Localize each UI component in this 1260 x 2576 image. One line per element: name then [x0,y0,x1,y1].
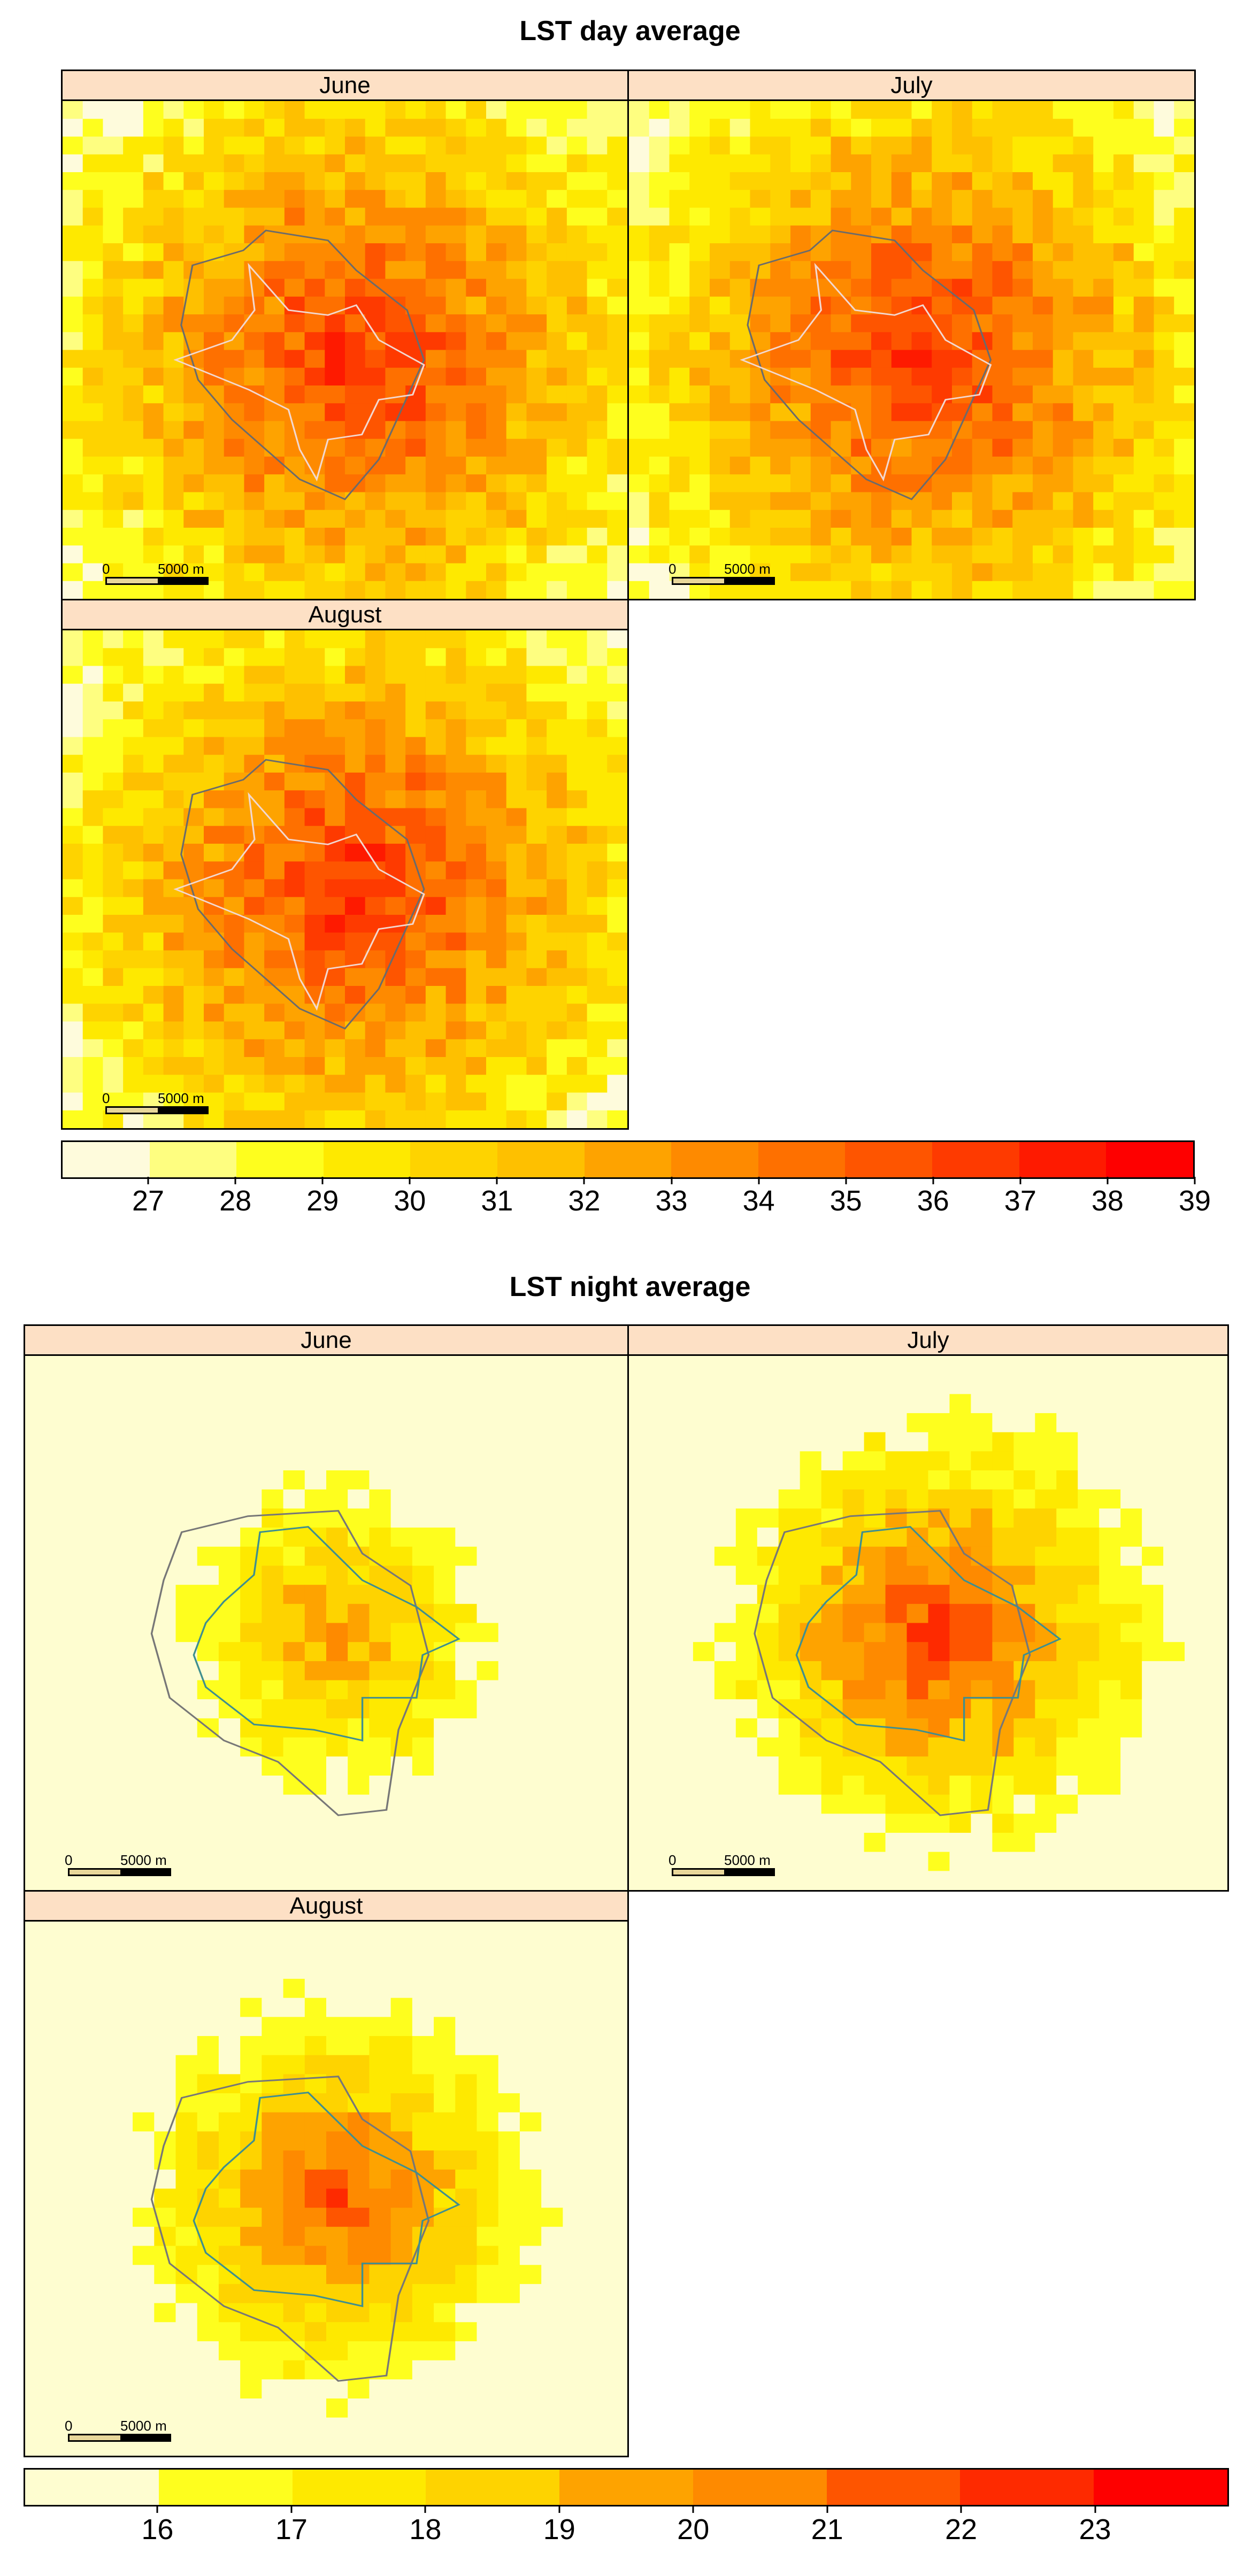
scale-zero: 0 [102,561,110,577]
scale-distance: 5000 m [158,1090,204,1106]
day-map-august [63,630,627,1128]
legend-tick-label: 23 [1079,2513,1111,2546]
scale-zero: 0 [669,1852,677,1868]
night-map-august [25,1922,627,2456]
night-title: LST night average [509,1271,751,1302]
scale-distance: 5000 m [120,1852,167,1868]
night-color-legend [24,2468,1229,2506]
legend-swatch [758,1142,846,1177]
scale-zero: 0 [65,1852,73,1868]
legend-swatch [410,1142,498,1177]
legend-tick-label: 27 [132,1185,165,1217]
legend-tick-label: 28 [219,1185,252,1217]
scale-zero: 0 [669,561,677,577]
day-panel-june: June 0 5000 m [61,70,629,600]
legend-swatch [584,1142,672,1177]
legend-tick-label: 21 [811,2513,843,2546]
legend-swatch [693,2470,827,2505]
legend-swatch [960,2470,1094,2505]
legend-swatch [1019,1142,1107,1177]
legend-tick-label: 35 [829,1185,862,1217]
legend-tick-label: 36 [917,1185,949,1217]
scale-distance: 5000 m [158,561,204,577]
legend-tick-label: 38 [1091,1185,1124,1217]
legend-swatch [158,2470,293,2505]
scale-distance: 5000 m [724,561,771,577]
day-color-legend [61,1140,1195,1179]
day-panel-july: July 0 5000 m [627,70,1196,600]
scale-bar: 0 5000 m [65,1852,171,1876]
legend-swatch [845,1142,933,1177]
legend-swatch [497,1142,585,1177]
day-panel-august: August 0 5000 m [61,599,629,1130]
scale-bar: 0 5000 m [669,561,775,585]
scale-bar: 0 5000 m [65,2418,171,2442]
legend-tick-label: 16 [141,2513,174,2546]
legend-tick-label: 18 [409,2513,442,2546]
scale-zero: 0 [65,2418,73,2434]
legend-tick-label: 32 [568,1185,601,1217]
legend-tick-label: 20 [677,2513,710,2546]
legend-tick-label: 29 [306,1185,339,1217]
night-panel-july: July 0 5000 m [627,1324,1229,1892]
day-title: LST day average [519,16,741,47]
legend-swatch [323,1142,411,1177]
panel-strip: July [629,1326,1227,1356]
panel-strip: July [629,71,1194,101]
legend-tick-label: 19 [543,2513,575,2546]
day-map-june [63,101,627,599]
scale-bar: 0 5000 m [102,1090,209,1114]
legend-tick-label: 22 [945,2513,978,2546]
legend-swatch [559,2470,693,2505]
legend-swatch [426,2470,560,2505]
night-panel-june: June 0 5000 m [24,1324,629,1892]
legend-tick-label: 34 [742,1185,775,1217]
legend-swatch [63,1142,150,1177]
panel-strip: August [63,600,627,630]
legend-swatch [292,2470,426,2505]
legend-swatch [1106,1142,1193,1177]
scale-zero: 0 [102,1090,110,1106]
panel-strip: June [25,1326,627,1356]
legend-swatch [236,1142,324,1177]
scale-distance: 5000 m [724,1852,771,1868]
legend-swatch [671,1142,758,1177]
legend-swatch [826,2470,961,2505]
legend-swatch [932,1142,1019,1177]
legend-swatch [1094,2470,1228,2505]
legend-swatch [25,2470,159,2505]
night-legend-ticks: 16 17 18 19 20 21 22 23 [24,2505,1229,2546]
legend-tick-label: 31 [481,1185,513,1217]
day-legend-ticks: 27 28 29 30 31 32 33 34 35 36 37 38 39 [61,1177,1211,1217]
legend-tick-label: 17 [275,2513,308,2546]
panel-strip: August [25,1892,627,1922]
night-map-july [629,1356,1227,1890]
scale-distance: 5000 m [120,2418,167,2434]
legend-tick-label: 30 [394,1185,426,1217]
panel-strip: June [63,71,627,101]
legend-tick-label: 39 [1178,1185,1211,1217]
legend-tick-label: 37 [1004,1185,1036,1217]
scale-bar: 0 5000 m [102,561,209,585]
legend-swatch [149,1142,237,1177]
scale-bar: 0 5000 m [669,1852,775,1876]
night-map-june [25,1356,627,1890]
legend-tick-label: 33 [655,1185,688,1217]
day-map-july [629,101,1194,599]
night-panel-august: August 0 5000 m [24,1890,629,2457]
